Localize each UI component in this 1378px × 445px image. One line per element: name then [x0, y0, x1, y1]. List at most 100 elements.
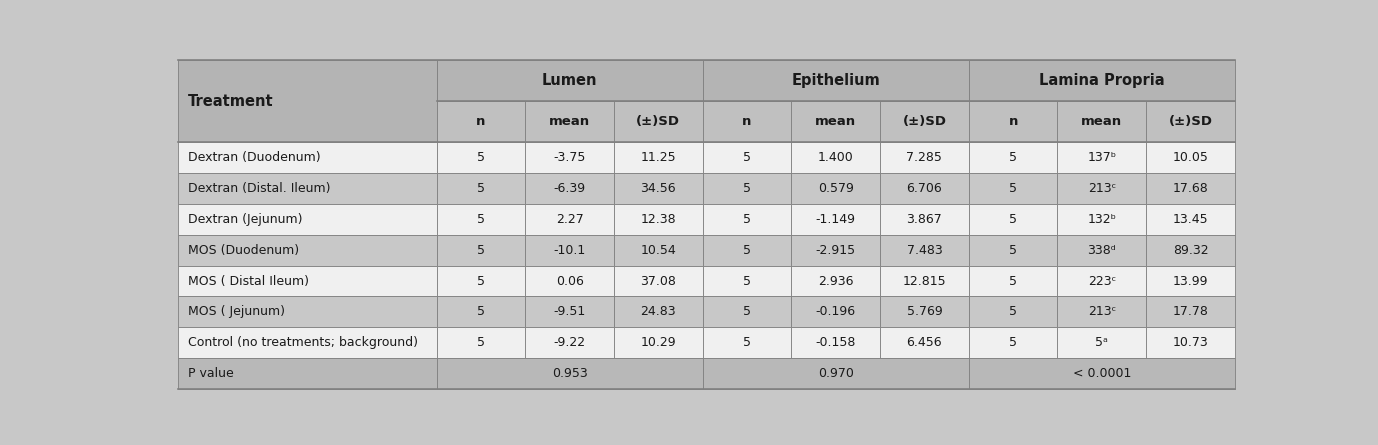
Text: 5ᵃ: 5ᵃ: [1096, 336, 1108, 349]
Bar: [525, 204, 615, 235]
Bar: [969, 101, 1057, 142]
Text: 5: 5: [1009, 182, 1017, 195]
Bar: [525, 266, 615, 296]
Bar: [969, 204, 1057, 235]
Bar: [1146, 142, 1235, 173]
Text: 0.953: 0.953: [551, 367, 587, 380]
Bar: [791, 266, 881, 296]
Text: < 0.0001: < 0.0001: [1072, 367, 1131, 380]
Bar: [525, 101, 615, 142]
Bar: [615, 204, 703, 235]
Bar: [178, 173, 437, 204]
Text: 5.769: 5.769: [907, 305, 943, 319]
Bar: [615, 296, 703, 328]
Text: -6.39: -6.39: [554, 182, 586, 195]
Text: Dextran (Distal. Ileum): Dextran (Distal. Ileum): [187, 182, 331, 195]
Text: P value: P value: [187, 367, 234, 380]
Text: 0.970: 0.970: [817, 367, 854, 380]
Text: Dextran (Jejunum): Dextran (Jejunum): [187, 213, 302, 226]
Bar: [969, 235, 1057, 266]
Text: 24.83: 24.83: [641, 305, 677, 319]
Bar: [1057, 266, 1146, 296]
Text: 13.45: 13.45: [1173, 213, 1209, 226]
Bar: [1146, 173, 1235, 204]
Text: 5: 5: [743, 275, 751, 287]
Bar: [1057, 204, 1146, 235]
Text: 5: 5: [477, 243, 485, 257]
Text: (±)SD: (±)SD: [637, 115, 681, 128]
Text: 5: 5: [743, 243, 751, 257]
Bar: [437, 101, 525, 142]
Text: 5: 5: [1009, 305, 1017, 319]
Bar: [437, 266, 525, 296]
Text: 10.29: 10.29: [641, 336, 677, 349]
Bar: [1057, 142, 1146, 173]
Bar: [615, 235, 703, 266]
Bar: [178, 328, 437, 358]
Text: 5: 5: [1009, 243, 1017, 257]
Bar: [969, 296, 1057, 328]
Text: 5: 5: [1009, 336, 1017, 349]
Text: -0.196: -0.196: [816, 305, 856, 319]
Bar: [791, 173, 881, 204]
Bar: [1057, 101, 1146, 142]
Text: Treatment: Treatment: [187, 93, 274, 109]
Bar: [178, 358, 437, 389]
Text: 37.08: 37.08: [641, 275, 677, 287]
Bar: [791, 328, 881, 358]
Text: 0.06: 0.06: [555, 275, 584, 287]
Bar: [881, 173, 969, 204]
Bar: [791, 204, 881, 235]
Text: -9.22: -9.22: [554, 336, 586, 349]
Text: 10.73: 10.73: [1173, 336, 1209, 349]
Bar: [703, 101, 791, 142]
Text: 6.456: 6.456: [907, 336, 943, 349]
Text: 5: 5: [477, 275, 485, 287]
Bar: [969, 266, 1057, 296]
Text: 338ᵈ: 338ᵈ: [1087, 243, 1116, 257]
Text: 10.54: 10.54: [641, 243, 677, 257]
Text: 5: 5: [743, 305, 751, 319]
Text: -10.1: -10.1: [554, 243, 586, 257]
Text: 13.99: 13.99: [1173, 275, 1209, 287]
Text: 12.815: 12.815: [903, 275, 947, 287]
Bar: [703, 173, 791, 204]
Text: 5: 5: [1009, 213, 1017, 226]
Bar: [615, 142, 703, 173]
Bar: [791, 101, 881, 142]
Text: 5: 5: [743, 182, 751, 195]
Bar: [881, 204, 969, 235]
Text: -0.158: -0.158: [816, 336, 856, 349]
Text: 5: 5: [477, 151, 485, 164]
Text: 0.579: 0.579: [817, 182, 854, 195]
Text: 213ᶜ: 213ᶜ: [1087, 182, 1116, 195]
Text: 5: 5: [477, 305, 485, 319]
Text: 5: 5: [743, 213, 751, 226]
Bar: [703, 204, 791, 235]
Text: n: n: [477, 115, 485, 128]
Text: 223ᶜ: 223ᶜ: [1087, 275, 1116, 287]
Bar: [1146, 296, 1235, 328]
Text: 5: 5: [477, 336, 485, 349]
Text: 10.05: 10.05: [1173, 151, 1209, 164]
Bar: [881, 235, 969, 266]
Bar: [178, 204, 437, 235]
Bar: [881, 296, 969, 328]
Bar: [178, 235, 437, 266]
Bar: [1146, 101, 1235, 142]
Bar: [437, 142, 525, 173]
Bar: [969, 328, 1057, 358]
Bar: [437, 235, 525, 266]
Text: MOS (Duodenum): MOS (Duodenum): [187, 243, 299, 257]
Bar: [615, 328, 703, 358]
Text: Lamina Propria: Lamina Propria: [1039, 73, 1164, 88]
Bar: [969, 60, 1235, 101]
Text: 17.68: 17.68: [1173, 182, 1209, 195]
Text: mean: mean: [1082, 115, 1123, 128]
Text: 5: 5: [477, 213, 485, 226]
Bar: [178, 266, 437, 296]
Text: MOS ( Distal Ileum): MOS ( Distal Ileum): [187, 275, 309, 287]
Text: 7.483: 7.483: [907, 243, 943, 257]
Text: (±)SD: (±)SD: [903, 115, 947, 128]
Bar: [703, 235, 791, 266]
